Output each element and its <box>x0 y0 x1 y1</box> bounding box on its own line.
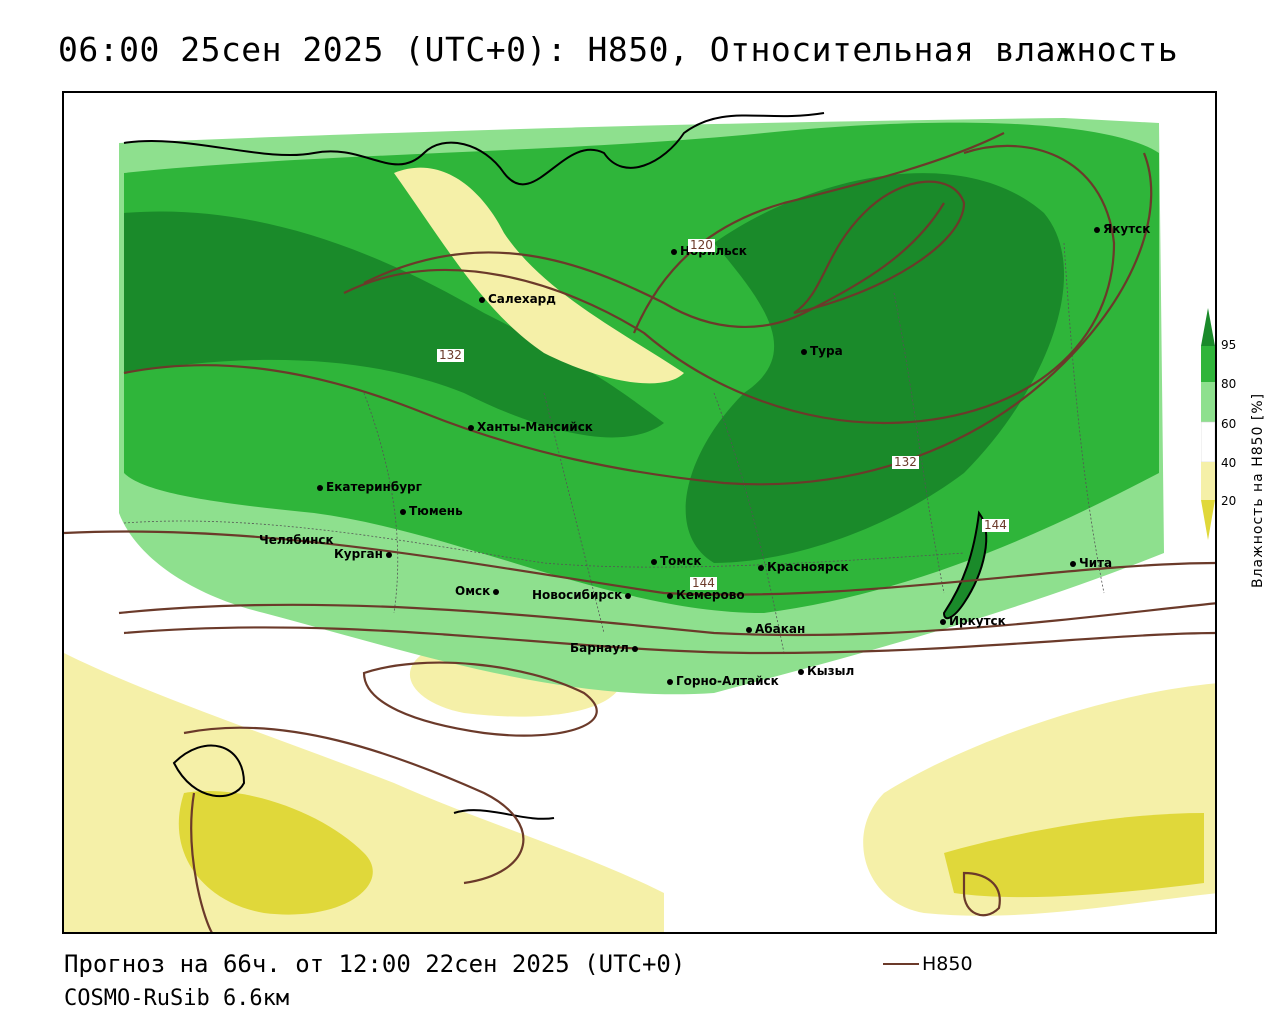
colorbar-tick: 80 <box>1221 377 1237 391</box>
humidity-colorbar <box>1201 308 1215 540</box>
aral-sea <box>172 744 246 797</box>
dry-core-se <box>944 813 1204 898</box>
city-dot-icon <box>479 296 485 303</box>
city-label: Тура <box>801 345 843 357</box>
dry-core-sw <box>178 791 373 915</box>
city-label: Барнаул <box>570 642 641 654</box>
city-label: Екатеринбург <box>317 481 422 493</box>
model-name: COSMO-RuSib 6.6км <box>64 986 290 1011</box>
map-panel: Якутск Норильск Салехард Тура Ханты-Манс… <box>62 91 1217 934</box>
city-label: Новосибирск <box>532 589 634 601</box>
h850-legend-label: H850 <box>922 953 973 975</box>
city-label: Якутск <box>1094 223 1150 235</box>
city-dot-icon <box>798 668 804 675</box>
colorbar-tick: 95 <box>1221 338 1237 352</box>
city-label: Ханты-Мансийск <box>468 421 593 433</box>
moist-core-east <box>685 173 1065 563</box>
contour-label: 144 <box>982 518 1009 532</box>
city-label: Салехард <box>479 293 556 305</box>
city-dot-icon <box>317 484 323 491</box>
city-dot-icon <box>493 588 500 595</box>
humidity-map <box>64 93 1215 932</box>
lake-baikal <box>942 510 988 620</box>
city-label: Абакан <box>746 623 805 635</box>
city-label: Красноярск <box>758 561 849 573</box>
city-dot-icon <box>667 592 673 599</box>
city-dot-icon <box>758 564 764 571</box>
colorbar-tick: 60 <box>1221 417 1237 431</box>
h850-contours <box>64 132 1215 932</box>
contour-label: 132 <box>892 455 919 469</box>
colorbar-title: Влажность на H850 [%] <box>1250 392 1266 588</box>
city-dot-icon <box>940 618 946 625</box>
city-label: Курган <box>334 548 395 560</box>
city-label: Томск <box>651 555 702 567</box>
colorbar-tick: 40 <box>1221 456 1237 470</box>
city-dot-icon <box>801 348 807 355</box>
city-label: Тюмень <box>400 505 463 517</box>
map-title: 06:00 25сен 2025 (UTC+0): H850, Относите… <box>58 30 1179 69</box>
city-dot-icon <box>651 558 657 565</box>
dry-tongue-north <box>394 167 684 384</box>
city-label: Кемерово <box>667 589 745 601</box>
balkhash-lake <box>453 809 555 820</box>
city-dot-icon <box>667 678 673 685</box>
coastline <box>123 112 825 186</box>
forecast-info: Прогноз на 66ч. от 12:00 22сен 2025 (UTC… <box>64 950 686 978</box>
city-label: Чита <box>1070 557 1112 569</box>
city-label: Челябинск <box>259 533 334 547</box>
city-label: Омск <box>455 585 502 597</box>
city-label: Иркутск <box>940 615 1006 627</box>
city-label: Кызыл <box>798 665 854 677</box>
moist-core-west <box>124 211 664 438</box>
city-dot-icon <box>1094 226 1100 233</box>
contour-label: 144 <box>690 576 717 590</box>
h850-legend-line-icon <box>883 963 919 965</box>
city-dot-icon <box>625 592 632 599</box>
city-dot-icon <box>671 248 677 255</box>
region-borders <box>123 242 1105 654</box>
city-dot-icon <box>631 645 638 652</box>
city-dot-icon <box>1070 560 1076 567</box>
city-dot-icon <box>468 424 474 431</box>
city-dot-icon <box>385 551 392 558</box>
contour-label: 120 <box>688 238 715 252</box>
city-label: Горно-Алтайск <box>667 675 779 687</box>
contour-label: 132 <box>437 348 464 362</box>
colorbar-tick: 20 <box>1221 494 1237 508</box>
city-dot-icon <box>400 508 406 515</box>
city-dot-icon <box>746 626 752 633</box>
